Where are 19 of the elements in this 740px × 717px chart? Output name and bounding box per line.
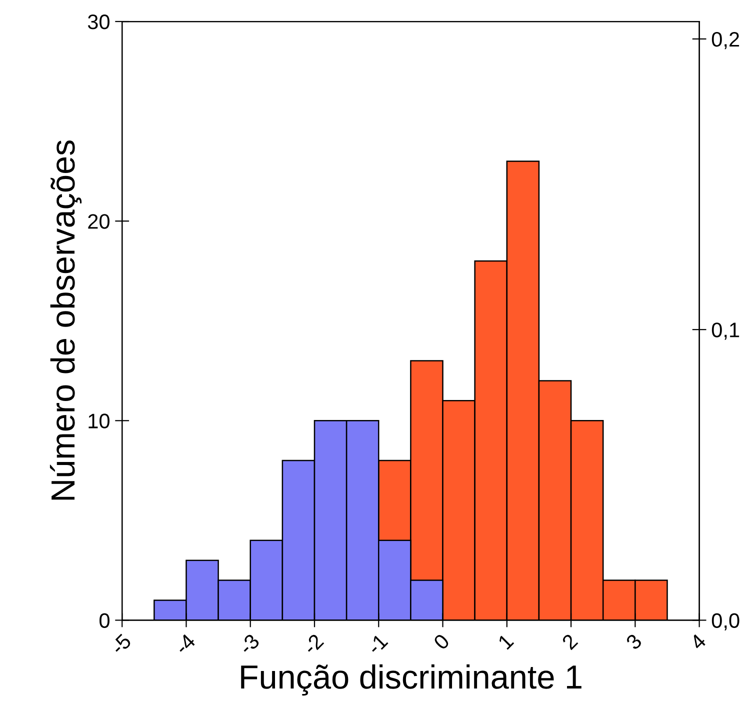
x-axis-title: Função discriminante 1	[241, 664, 582, 696]
x-tick-label: -2	[302, 633, 324, 656]
y-tick-label: 0	[100, 613, 110, 628]
y-tick-label: 30	[88, 14, 110, 30]
x-tick-label: 2	[561, 633, 578, 650]
x-tick-label: 1	[498, 633, 514, 650]
y2-tick-label: 0,2	[712, 32, 740, 50]
y-tick-label: 20	[88, 214, 110, 229]
y-axis-title: Número de observações	[50, 140, 82, 500]
x-tick-label: -4	[174, 632, 196, 656]
x-tick-label: -5	[110, 633, 132, 656]
y-tick-label: 10	[88, 414, 110, 428]
y2-tick-label: 0,0	[712, 613, 740, 630]
x-tick-label: 3	[625, 633, 643, 650]
x-tick-label: 4	[689, 632, 707, 651]
y2-tick-label: 0,1	[712, 322, 740, 340]
x-tick-label: 0	[432, 632, 450, 650]
x-tick-label: -3	[238, 633, 260, 656]
x-tick-label: -1	[366, 633, 388, 656]
